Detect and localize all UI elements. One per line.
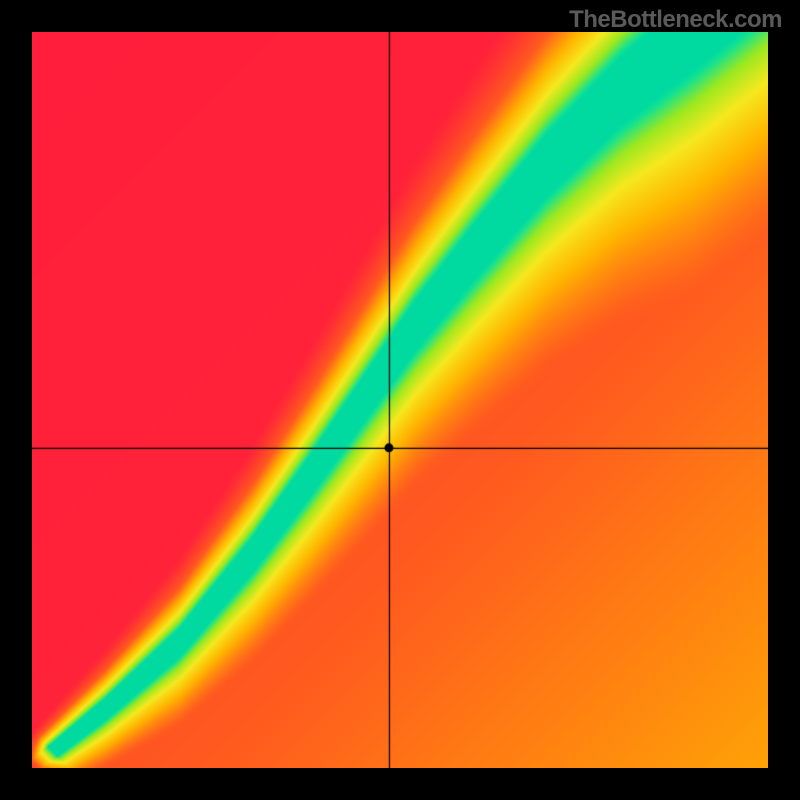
chart-container: TheBottleneck.com [0,0,800,800]
watermark-label: TheBottleneck.com [569,6,782,34]
bottleneck-heatmap [32,32,768,768]
